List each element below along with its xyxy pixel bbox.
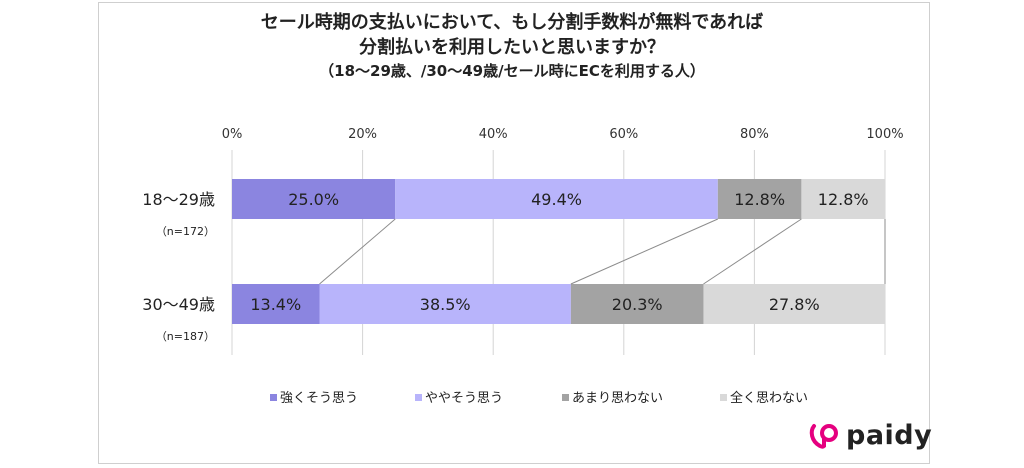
legend-label: あまり思わない — [572, 391, 663, 406]
x-tick-label: 0% — [222, 127, 243, 142]
data-label: 13.4% — [250, 295, 301, 314]
bar-segment — [717, 179, 802, 219]
legend-swatch — [720, 394, 727, 401]
x-tick-label: 80% — [740, 127, 769, 142]
data-label: 12.8% — [734, 190, 785, 209]
category-label: 30～49歳 — [142, 295, 215, 314]
data-label: 49.4% — [531, 190, 582, 209]
bar-segment — [703, 284, 885, 324]
category-sample-size: （n=172） — [156, 225, 215, 238]
category-sample-size: （n=187） — [156, 330, 215, 343]
category-label: 18～29歳 — [142, 190, 215, 209]
brand-name: paidy — [846, 420, 933, 451]
data-label: 38.5% — [420, 295, 471, 314]
legend-swatch — [415, 394, 422, 401]
x-tick-label: 100% — [866, 127, 903, 142]
bar-segment — [232, 179, 396, 219]
data-label: 25.0% — [288, 190, 339, 209]
chart-titles: セール時期の支払いにおいて、もし分割手数料が無料であれば 分割払いを利用したいと… — [0, 10, 1024, 82]
data-label: 27.8% — [769, 295, 820, 314]
legend-label: 全く思わない — [730, 390, 808, 406]
paidy-logo-icon — [809, 423, 838, 449]
connector-line — [570, 218, 719, 285]
x-tick-label: 20% — [348, 127, 377, 142]
legend-label: 強くそう思う — [280, 391, 358, 406]
bar-segment — [395, 179, 718, 219]
bar-segment — [801, 179, 885, 219]
chart-frame — [98, 2, 930, 464]
data-label: 20.3% — [612, 295, 663, 314]
x-tick-label: 40% — [479, 127, 508, 142]
chart-subtitle: （18～29歳、/30～49歳/セール時にECを利用する人） — [319, 62, 705, 80]
legend-swatch — [270, 394, 277, 401]
chart-title-line1: セール時期の支払いにおいて、もし分割手数料が無料であれば — [260, 12, 764, 33]
x-tick-label: 60% — [609, 127, 638, 142]
legend-swatch — [562, 394, 569, 401]
brand-logo: paidy — [808, 420, 932, 451]
bar-segment — [319, 284, 571, 324]
bar-segment — [570, 284, 704, 324]
connector-line — [319, 218, 396, 285]
connector-line — [703, 218, 802, 285]
data-label: 12.8% — [818, 190, 869, 209]
chart-title-line2: 分割払いを利用したいと思いますか？ — [359, 37, 665, 58]
bar-segment — [232, 284, 320, 324]
legend-label: ややそう思う — [425, 391, 503, 406]
